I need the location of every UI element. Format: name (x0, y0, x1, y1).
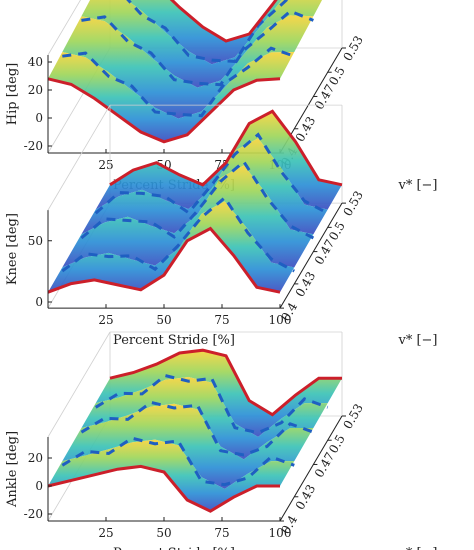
z-axis-label: Hip [deg] (5, 63, 20, 125)
z-axis-label: Knee [deg] (5, 213, 20, 285)
y-tick-label: 0.47 (312, 450, 337, 480)
measured-series-line (61, 195, 296, 273)
measured-series-line (94, 373, 329, 435)
x-tick-label: 100 (269, 313, 292, 327)
box-edge (47, 331, 111, 438)
boundary-line-low-speed (47, 77, 281, 144)
measured-series-line (81, 9, 314, 87)
surface-strip (81, 138, 328, 235)
surface-strip (48, 201, 295, 293)
x-tick-label: 25 (98, 158, 113, 172)
y-axis-label: v* [−] (397, 333, 437, 348)
surface-strip (62, 15, 314, 119)
boundary-line-low-speed (47, 464, 280, 513)
boundary-line-high-speed (109, 109, 343, 187)
x-tick-label: 25 (98, 313, 113, 327)
y-tick-label: 0.43 (293, 114, 318, 144)
measured-series-line (126, 0, 289, 64)
x-tick-label: 50 (156, 313, 171, 327)
x-axis-label: Percent Stride [%] (113, 546, 235, 550)
surface-strip (95, 111, 342, 210)
surface-strip (48, 439, 295, 512)
y-tick-label: 0.5 (326, 219, 348, 243)
x-tick-label: 25 (98, 526, 113, 540)
x-tick-label: 100 (269, 526, 292, 540)
y-tick-label: 0.5 (326, 64, 348, 88)
z-tick-label: 20 (28, 83, 43, 97)
x-axis-label: Percent Stride [%] (113, 333, 235, 348)
surface-strip (81, 377, 328, 460)
z-tick-label: 20 (28, 451, 43, 465)
y-axis-label: v* [−] (397, 546, 437, 550)
y-tick-label: 0.53 (340, 33, 365, 63)
y-tick-label: 0.43 (293, 269, 318, 299)
y-tick-label: 0.5 (326, 432, 348, 456)
x-tick-label: 50 (156, 526, 171, 540)
measured-series-line (80, 159, 315, 240)
surface-strip (48, 52, 295, 142)
z-tick-label: 50 (28, 234, 43, 248)
x-tick-label: 75 (214, 313, 229, 327)
z-tick-label: 0 (35, 111, 43, 125)
z-tick-label: 0 (35, 479, 43, 493)
surface-strip (127, 0, 283, 65)
axis-line (279, 202, 343, 309)
surface-strip (62, 165, 314, 268)
boundary-line-low-speed (47, 226, 281, 294)
z-tick-label: -20 (24, 139, 43, 153)
y-tick-label: 0.43 (293, 482, 318, 512)
boundary-line-high-speed (109, 348, 342, 417)
y-tick-label: 0.53 (340, 401, 365, 431)
z-tick-label: -20 (24, 507, 43, 521)
panel-hip: 2550751000.40.430.470.50.5340200-20Perce… (5, 0, 438, 193)
surface-strip (95, 350, 342, 437)
y-tick-label: 0.47 (312, 82, 337, 112)
boundary-line-high-speed (169, 0, 278, 43)
x-tick-label: 75 (214, 526, 229, 540)
surface-strip (81, 0, 323, 88)
z-tick-label: 40 (28, 55, 43, 69)
panel-ankle: 2550751000.40.430.470.50.53200-20Percent… (5, 331, 438, 550)
z-tick-label: 0 (35, 295, 43, 309)
axis-line (279, 415, 343, 522)
measured-series-line (62, 46, 295, 118)
surface-strip (62, 403, 314, 489)
measured-series-line (61, 436, 295, 487)
box-edge (47, 104, 111, 211)
z-axis-label: Ankle [deg] (5, 431, 20, 508)
box-edge (47, 0, 81, 56)
y-axis-label: v* [−] (397, 178, 437, 193)
y-tick-label: 0.47 (312, 237, 337, 267)
y-tick-label: 0.53 (340, 188, 365, 218)
